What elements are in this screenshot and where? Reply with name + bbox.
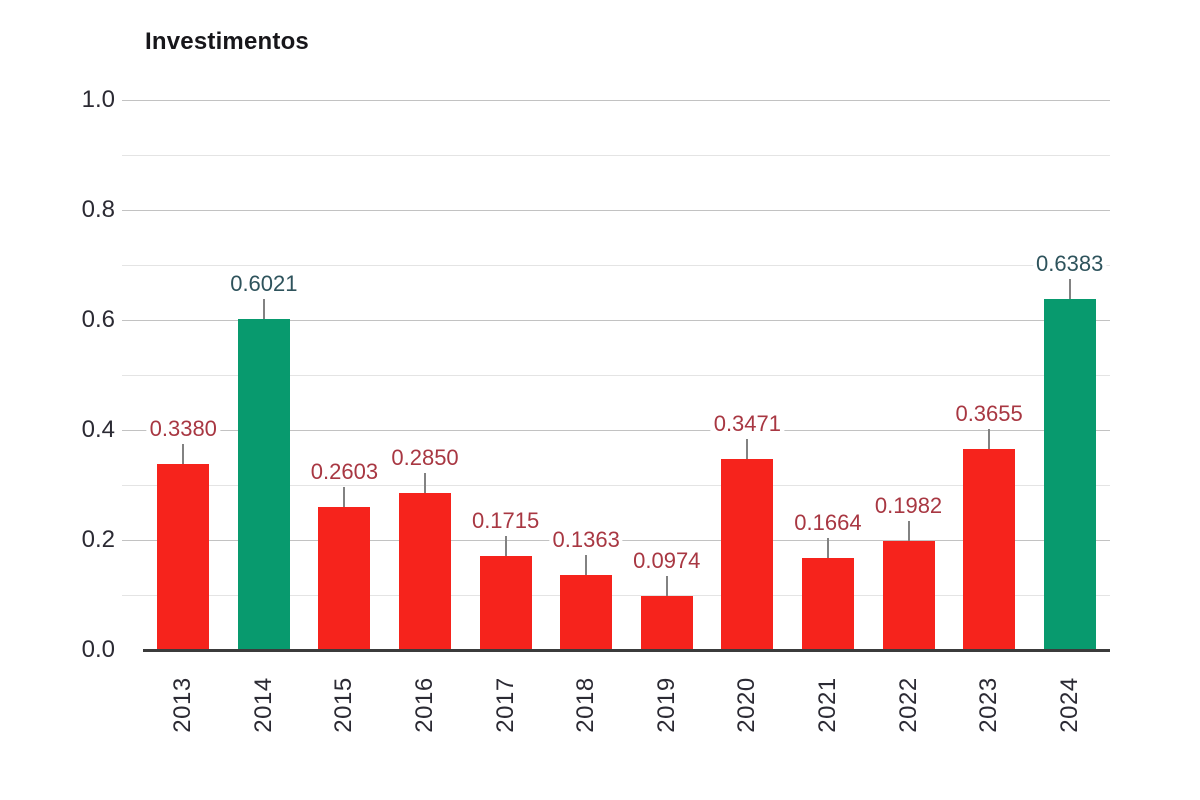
label-connector-line xyxy=(826,538,829,559)
x-tick-label-2020: 2020 xyxy=(733,677,761,733)
x-tick-label-2019: 2019 xyxy=(652,677,680,733)
y-tick-label: 0.0 xyxy=(81,636,115,663)
label-connector-line xyxy=(1068,278,1071,299)
label-connector-line xyxy=(585,555,588,576)
value-label-2013: 0.3380 xyxy=(146,416,220,443)
gridline-minor xyxy=(122,265,1110,266)
gridline-major xyxy=(122,430,1110,431)
bar-slot-2019: 0.0974 xyxy=(627,100,708,650)
gridline-minor xyxy=(122,595,1110,596)
x-tick-label-2023: 2023 xyxy=(975,677,1003,733)
label-connector-line xyxy=(665,576,668,597)
value-label-2018: 0.1363 xyxy=(549,527,623,554)
gridline-minor xyxy=(122,375,1110,376)
bar-slot-2021: 0.1664 xyxy=(788,100,869,650)
y-tick-label: 0.2 xyxy=(81,526,115,553)
value-label-2016: 0.2850 xyxy=(388,445,462,472)
bar-slot-2024: 0.6383 xyxy=(1029,100,1110,650)
label-connector-line xyxy=(424,473,427,494)
x-axis-line xyxy=(143,649,1110,652)
bar-slot-2018: 0.1363 xyxy=(546,100,627,650)
bar-2024[interactable] xyxy=(1043,298,1096,650)
bar-2013[interactable] xyxy=(157,464,210,650)
bar-slot-2014: 0.6021 xyxy=(224,100,305,650)
bar-2018[interactable] xyxy=(560,575,613,650)
value-label-2022: 0.1982 xyxy=(871,493,946,519)
bar-2021[interactable] xyxy=(801,558,854,650)
bar-slot-2020: 0.3471 xyxy=(707,100,788,650)
plot-area: 0.3380 0.6021 0.2603 0.2850 0.1715 0.1363 0.09… xyxy=(143,100,1110,650)
gridline-minor xyxy=(122,485,1110,486)
chart-title: Investimentos xyxy=(145,28,309,55)
y-tick-label: 1.0 xyxy=(81,86,115,113)
label-connector-line xyxy=(343,486,346,507)
value-label-2019: 0.0974 xyxy=(630,548,704,575)
x-tick-label-2024: 2024 xyxy=(1055,677,1083,733)
x-tick-label-2016: 2016 xyxy=(411,677,439,733)
y-tick-label: 0.4 xyxy=(81,416,115,443)
bar-2015[interactable] xyxy=(318,506,371,650)
x-tick-label-2015: 2015 xyxy=(330,677,358,733)
bar-slot-2023: 0.3655 xyxy=(949,100,1030,650)
y-tick-label: 0.6 xyxy=(81,306,115,333)
label-connector-line xyxy=(907,521,910,541)
x-tick-label-2017: 2017 xyxy=(491,677,519,733)
bar-2022[interactable] xyxy=(882,541,935,650)
value-label-2017: 0.1715 xyxy=(468,507,543,534)
value-label-2014: 0.6021 xyxy=(227,270,301,297)
bar-2016[interactable] xyxy=(399,493,452,650)
x-tick-label-2014: 2014 xyxy=(249,677,277,733)
label-connector-line xyxy=(746,439,749,460)
bar-slot-2022: 0.1982 xyxy=(868,100,949,650)
label-connector-line xyxy=(988,428,991,449)
x-tick-label-2013: 2013 xyxy=(169,677,197,733)
bar-slot-2016: 0.2850 xyxy=(385,100,466,650)
label-connector-line xyxy=(262,298,265,319)
x-tick-label-2021: 2021 xyxy=(813,677,841,733)
bar-slot-2015: 0.2603 xyxy=(304,100,385,650)
gridline-minor xyxy=(122,155,1110,156)
y-tick-label: 0.8 xyxy=(81,196,115,223)
bar-2020[interactable] xyxy=(721,459,774,650)
bar-2019[interactable] xyxy=(640,596,693,650)
gridline-major xyxy=(122,100,1110,101)
bar-2014[interactable] xyxy=(237,318,290,650)
gridline-major xyxy=(122,320,1110,321)
label-connector-line xyxy=(504,535,507,556)
bar-slot-2017: 0.1715 xyxy=(465,100,546,650)
value-label-2020: 0.3471 xyxy=(710,411,785,438)
bar-2023[interactable] xyxy=(963,448,1016,650)
label-connector-line xyxy=(182,444,185,465)
value-label-2023: 0.3655 xyxy=(952,400,1026,427)
bar-slot-2013: 0.3380 xyxy=(143,100,224,650)
value-label-2021: 0.1664 xyxy=(791,510,865,537)
x-tick-label-2022: 2022 xyxy=(894,677,922,733)
x-tick-label-2018: 2018 xyxy=(572,677,600,733)
bar-2017[interactable] xyxy=(479,555,532,650)
value-label-2024: 0.6383 xyxy=(1033,250,1107,277)
value-label-2015: 0.2603 xyxy=(307,458,382,485)
gridline-major xyxy=(122,210,1110,211)
